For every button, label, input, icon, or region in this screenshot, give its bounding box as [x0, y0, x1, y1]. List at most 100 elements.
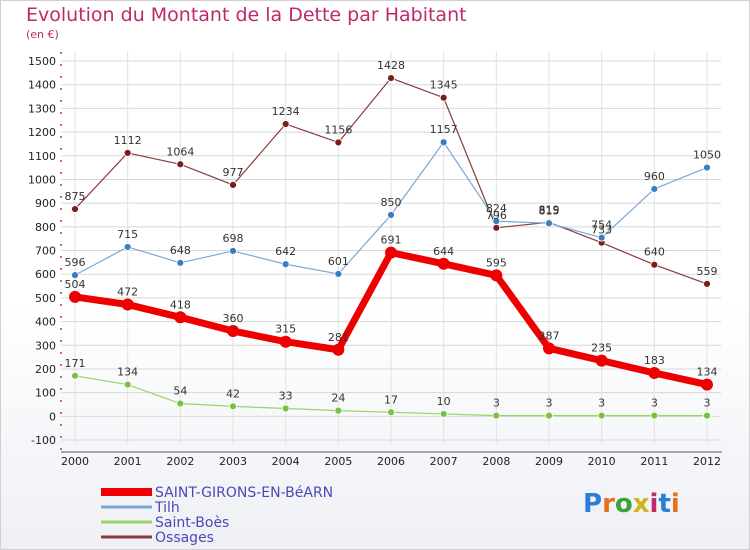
legend: SAINT-GIRONS-EN-BéARNTilhSaint-BoèsOssag…	[101, 485, 333, 546]
data-label-tilh: 960	[644, 170, 665, 183]
data-label-saint-girons-en-b-arn: 644	[433, 245, 454, 258]
y-tick-label: 1000	[28, 173, 56, 186]
data-point-tilh	[176, 258, 185, 267]
data-label-tilh: 1050	[693, 149, 721, 162]
y-tick-label: 700	[35, 245, 56, 258]
y-tick-label: 0	[49, 410, 56, 423]
x-tick-label: 2001	[114, 455, 142, 468]
data-label-saint-girons-en-b-arn: 691	[381, 234, 402, 247]
data-point-saint-bo-s	[545, 411, 553, 420]
data-point-saint-girons-en-b-arn	[385, 246, 397, 259]
data-point-ossages	[334, 138, 343, 147]
data-label-tilh: 850	[381, 196, 402, 209]
data-label-saint-bo-s: 171	[65, 357, 86, 370]
data-label-saint-bo-s: 54	[173, 385, 187, 398]
data-label-saint-bo-s: 3	[704, 397, 711, 410]
data-point-ossages	[439, 93, 448, 102]
data-point-saint-bo-s	[281, 404, 290, 413]
data-labels: 875 1112 1064 977 1234 1156 1428 1345 796 819 733 6…	[65, 59, 722, 410]
data-point-saint-girons-en-b-arn	[595, 354, 608, 367]
data-point-saint-girons-en-b-arn	[279, 335, 292, 348]
data-point-ossages	[71, 205, 79, 213]
data-label-saint-girons-en-b-arn: 183	[644, 354, 665, 367]
data-point-saint-girons-en-b-arn	[174, 311, 187, 324]
series-tilh	[71, 138, 711, 280]
data-label-ossages: 1234	[272, 105, 300, 118]
legend-label-ossages: Ossages	[155, 530, 214, 546]
data-label-tilh: 715	[117, 228, 138, 241]
data-point-saint-girons-en-b-arn	[543, 342, 555, 355]
data-label-tilh: 1157	[430, 123, 458, 136]
y-tick-label: 900	[35, 197, 56, 210]
data-label-ossages: 819	[539, 203, 560, 216]
data-label-saint-girons-en-b-arn: 472	[117, 286, 138, 299]
data-point-saint-girons-en-b-arn	[701, 378, 713, 391]
data-point-saint-bo-s	[71, 371, 79, 380]
data-label-saint-bo-s: 33	[279, 389, 293, 402]
x-tick-label: 2000	[61, 455, 89, 468]
data-point-saint-bo-s	[229, 402, 237, 411]
data-label-ossages: 1428	[377, 59, 405, 72]
data-label-tilh: 642	[275, 245, 296, 258]
data-point-tilh	[71, 271, 79, 280]
data-label-ossages: 1156	[324, 123, 352, 136]
data-label-saint-girons-en-b-arn: 287	[539, 329, 560, 342]
data-point-ossages	[176, 160, 185, 169]
data-point-tilh	[123, 243, 132, 251]
x-tick-label: 2011	[640, 455, 668, 468]
x-tick-label: 2006	[377, 455, 405, 468]
series-saint-girons-en-b-arn	[69, 246, 713, 391]
x-tick-label: 2012	[693, 455, 721, 468]
data-label-ossages: 1345	[430, 79, 458, 92]
data-label-ossages: 1112	[114, 134, 142, 147]
legend-label-saint-bo-s: Saint-Boès	[155, 515, 229, 531]
grid	[61, 51, 721, 444]
data-label-tilh: 648	[170, 244, 191, 257]
y-tick-label: 200	[35, 363, 56, 376]
x-tick-label: 2009	[535, 455, 563, 468]
data-label-saint-bo-s: 134	[117, 366, 138, 379]
x-tick-label: 2003	[219, 455, 247, 468]
legend-label-tilh: Tilh	[154, 500, 180, 516]
data-label-saint-girons-en-b-arn: 281	[328, 331, 349, 344]
data-label-ossages: 640	[644, 246, 665, 259]
data-point-saint-bo-s	[439, 410, 448, 418]
data-label-saint-bo-s: 10	[437, 395, 451, 408]
data-point-tilh	[334, 270, 343, 278]
y-tick-label: 1400	[28, 79, 56, 92]
data-label-saint-girons-en-b-arn: 595	[486, 256, 507, 269]
data-label-tilh: 698	[223, 232, 244, 245]
data-label-ossages: 977	[223, 166, 244, 179]
data-label-ossages: 1064	[166, 145, 194, 158]
data-point-ossages	[281, 120, 290, 128]
data-point-saint-bo-s	[597, 411, 606, 420]
data-point-saint-bo-s	[123, 380, 132, 389]
data-point-ossages	[229, 180, 237, 189]
data-point-saint-bo-s	[387, 408, 395, 417]
data-label-tilh: 824	[486, 202, 507, 215]
data-point-tilh	[545, 219, 553, 228]
data-label-saint-bo-s: 42	[226, 387, 240, 400]
y-tick-label: -100	[31, 434, 56, 447]
data-label-tilh: 754	[591, 219, 612, 232]
data-label-saint-girons-en-b-arn: 418	[170, 298, 191, 311]
y-tick-label: 500	[35, 292, 56, 305]
data-point-saint-girons-en-b-arn	[227, 325, 239, 338]
y-tick-label: 600	[35, 268, 56, 281]
data-point-saint-girons-en-b-arn	[121, 298, 134, 311]
data-point-saint-girons-en-b-arn	[332, 343, 345, 356]
data-label-ossages: 796	[486, 209, 507, 222]
chart-title: Evolution du Montant de la Dette par Hab…	[26, 4, 467, 26]
data-label-tilh: 601	[328, 255, 349, 268]
data-point-saint-girons-en-b-arn	[490, 269, 503, 282]
data-point-saint-bo-s	[492, 411, 501, 420]
data-point-tilh	[229, 247, 237, 255]
x-tick-label: 2002	[166, 455, 194, 468]
data-label-saint-bo-s: 3	[546, 397, 553, 410]
data-point-ossages	[703, 279, 711, 288]
data-point-saint-girons-en-b-arn	[648, 366, 661, 379]
data-point-ossages	[387, 74, 395, 82]
data-label-saint-bo-s: 3	[651, 397, 658, 410]
data-label-saint-girons-en-b-arn: 315	[275, 323, 296, 336]
